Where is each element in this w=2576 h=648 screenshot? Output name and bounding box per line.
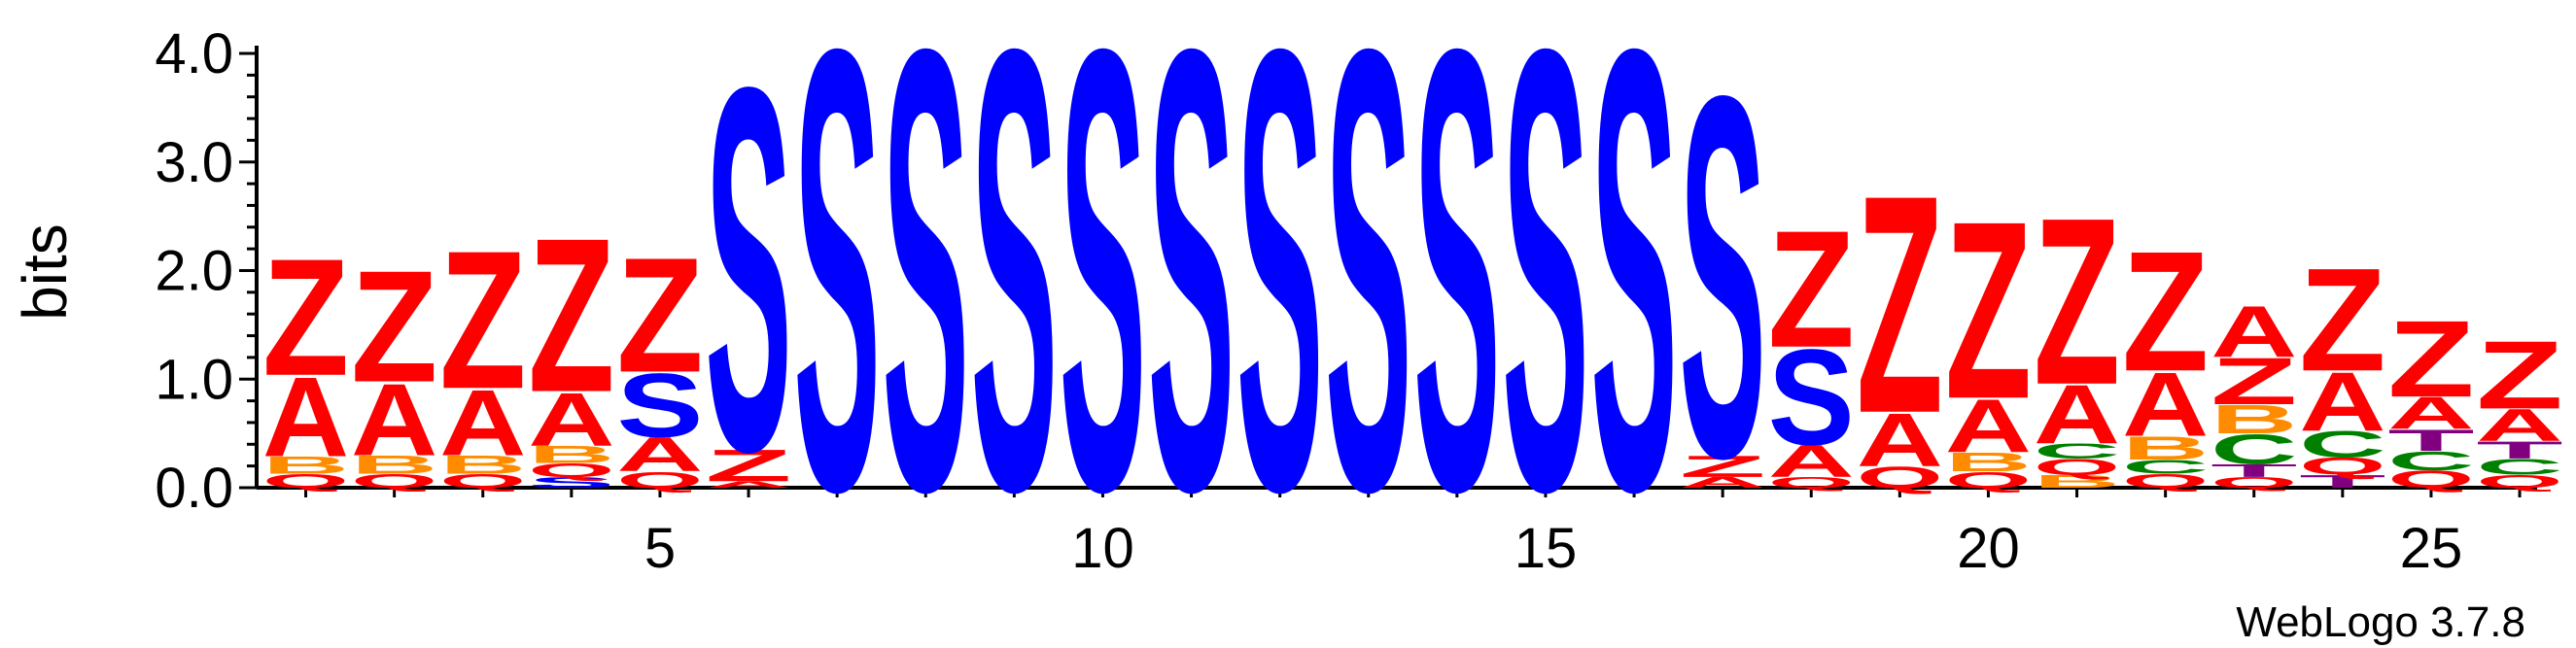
- logo-letter-B: B: [262, 452, 349, 479]
- logo-letter-A: A: [2122, 355, 2209, 456]
- logo-letter-C: C: [2034, 439, 2120, 462]
- logo-letter-S: S: [1768, 322, 1855, 474]
- logo-letter-C: C: [2210, 426, 2297, 473]
- logo-letter-Z: Z: [1945, 169, 2032, 452]
- logo-letter-S: S: [1236, 0, 1323, 622]
- logo-letter-S: S: [883, 0, 969, 622]
- logo-letter-Z: Z: [439, 211, 526, 430]
- y-tick-label: 1.0: [155, 348, 233, 411]
- logo-letter-B: B: [528, 441, 614, 468]
- logo-letter-S: S: [1060, 0, 1146, 622]
- logo-letter-C: C: [2299, 424, 2385, 465]
- logo-letter-Q: Q: [262, 470, 349, 493]
- logo-letter-Q: Q: [2210, 474, 2297, 491]
- logo-letter-Z: Z: [1680, 450, 1766, 484]
- logo-letter-A: A: [1857, 397, 1943, 483]
- logo-letter-A: A: [528, 376, 614, 461]
- logo-letter-A: A: [262, 354, 349, 481]
- logo-letter-T: T: [2387, 424, 2474, 458]
- x-tick-label: 25: [2400, 517, 2463, 580]
- logo-letter-A: A: [2034, 368, 2120, 461]
- logo-letter-Z: Z: [528, 193, 614, 438]
- logo-letter-Q: Q: [1945, 467, 2032, 493]
- logo-letter-T: T: [2476, 436, 2562, 463]
- y-tick-label: 4.0: [155, 22, 233, 85]
- y-tick-label: 2.0: [155, 240, 233, 303]
- logo-letter-Z: Z: [262, 224, 349, 411]
- logo-letter-C: C: [2476, 454, 2562, 479]
- logo-letter-B: B: [2034, 471, 2120, 492]
- logo-letter-S: S: [1680, 0, 1766, 565]
- logo-letter-S: S: [1413, 0, 1500, 622]
- logo-letter-B: B: [439, 450, 526, 479]
- logo-letter-B: B: [2122, 429, 2209, 466]
- logo-letter-Z: Z: [2476, 321, 2562, 429]
- logo-letter-Q: Q: [2299, 453, 2385, 480]
- logo-letter-A: A: [1680, 474, 1766, 492]
- x-tick-label: 5: [644, 517, 676, 580]
- logo-letter-A: A: [2476, 399, 2562, 451]
- x-tick-label: 10: [1071, 517, 1134, 580]
- logo-letter-S: S: [616, 355, 703, 457]
- logo-letter-Z: Z: [1857, 130, 1943, 478]
- logo-letter-A: A: [2210, 290, 2297, 372]
- logo-letter-S: S: [1148, 0, 1235, 622]
- footer-label: WebLogo 3.7.8: [2236, 598, 2525, 646]
- x-tick-label: 20: [1957, 517, 2020, 580]
- x-tick-label: 15: [1514, 517, 1578, 580]
- logo-letter-Q: Q: [616, 467, 703, 493]
- logo-letter-Q: Q: [1857, 460, 1943, 495]
- logo-letter-Z: Z: [2299, 237, 2385, 402]
- logo-letter-Q: Q: [2122, 470, 2209, 493]
- logo-letter-Z: Z: [2387, 297, 2474, 420]
- logo-letter-Z: Z: [2210, 345, 2297, 419]
- logo-letter-A: A: [351, 363, 437, 478]
- logo-letter-T: T: [2299, 471, 2385, 492]
- logo-letter-A: A: [2387, 388, 2474, 439]
- y-tick-label: 3.0: [155, 131, 233, 194]
- logo-letter-C: C: [2387, 446, 2474, 476]
- logo-letter-Q: Q: [2387, 465, 2474, 493]
- logo-letter-Q: Q: [351, 470, 437, 493]
- axes: 0.0 1.0 2.0 3.0 4.0 5 10 15 20 25: [155, 22, 2537, 580]
- logo-letter-Q: Q: [2034, 454, 2120, 479]
- logo-letter-B: B: [351, 450, 437, 479]
- logo-letter-A: A: [1945, 383, 2032, 468]
- logo-letter-A: A: [705, 480, 791, 490]
- logo-letter-Z: Z: [351, 237, 437, 416]
- logo-letter-S: S: [794, 0, 881, 622]
- logo-letter-Z: Z: [705, 440, 791, 491]
- logo-letter-Z: Z: [2122, 216, 2209, 407]
- logo-letter-B: B: [1945, 447, 2032, 477]
- logo-letter-S: S: [1590, 0, 1677, 622]
- logo-letter-A: A: [1768, 435, 1855, 487]
- logo-letter-A: A: [616, 427, 703, 482]
- logo-letter-S: S: [1325, 0, 1411, 622]
- y-axis-label: bits: [10, 223, 80, 321]
- logo-letter-S: S: [971, 0, 1058, 622]
- logo-letter-A: A: [2299, 355, 2385, 448]
- logo-letter-A: A: [439, 370, 526, 475]
- logo-letter-Q: Q: [2476, 471, 2562, 492]
- logo-letter-S: S: [1502, 0, 1588, 622]
- logo-letter-S: S: [528, 474, 614, 491]
- logo-letter-S: S: [705, 0, 791, 560]
- logo-letter-Z: Z: [1768, 196, 1855, 383]
- logo-letter-Q: Q: [439, 470, 526, 493]
- logo-letter-Q: Q: [528, 460, 614, 482]
- logo-letter-T: T: [2210, 460, 2297, 481]
- logo-letter-Z: Z: [2034, 167, 2120, 433]
- logo-letter-Q: Q: [1768, 474, 1855, 491]
- logo-letter-C: C: [2122, 456, 2209, 478]
- logo-letter-Z: Z: [616, 224, 703, 407]
- y-tick-label: 0.0: [155, 457, 233, 520]
- logo-letter-B: B: [2210, 396, 2297, 442]
